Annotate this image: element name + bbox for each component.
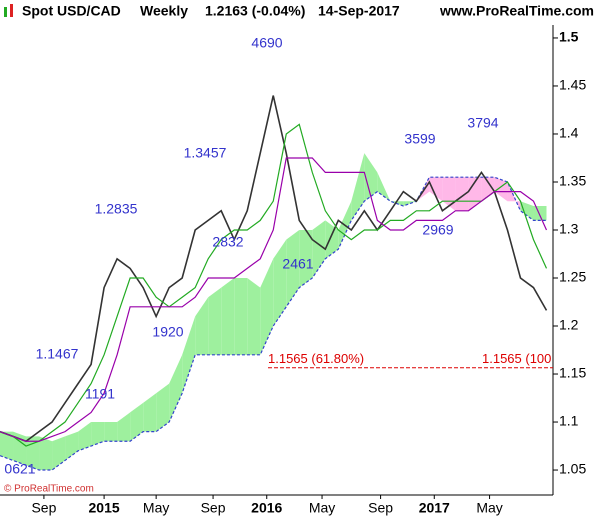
fib-label: 1.1565 (100 — [482, 351, 551, 366]
cloud-segment — [325, 220, 339, 259]
plot-area: 1.1565 (61.80%) 1.1565 (100 4690 1.3457 1.28… — [0, 35, 553, 477]
cloud-segment — [221, 278, 235, 355]
instrument: Spot USD/CAD — [22, 3, 121, 19]
y-tick-label: 1.3 — [559, 221, 579, 237]
y-tick-label: 1.45 — [559, 77, 586, 93]
y-tick-label: 1.05 — [559, 461, 586, 477]
cloud-segment — [156, 383, 170, 432]
cloud-segment — [429, 177, 443, 202]
y-tick-label: 1.25 — [559, 269, 586, 285]
cloud-segment — [494, 177, 508, 202]
annotation: 1191 — [85, 386, 115, 402]
x-tick-label: May — [476, 500, 502, 516]
date: 14-Sep-2017 — [318, 3, 400, 19]
cloud-segment — [247, 278, 261, 355]
annotation: 1920 — [152, 324, 183, 340]
cloud-segment — [208, 287, 222, 355]
cloud-segment — [91, 422, 105, 447]
annotation: 0621 — [4, 461, 35, 477]
x-tick-label: 2016 — [251, 500, 282, 516]
annotation: 1.3457 — [184, 145, 227, 161]
annotation: 3794 — [467, 115, 498, 131]
span-b-line — [0, 176, 547, 471]
annotation: 4690 — [251, 35, 282, 51]
cloud-segment — [143, 393, 157, 432]
indicator-line — [0, 157, 548, 442]
cloud-segment — [260, 258, 274, 355]
annotation: 1.2835 — [95, 201, 138, 217]
indicator-line — [0, 123, 548, 447]
cloud-segment — [299, 229, 313, 288]
y-tick-label: 1.15 — [559, 365, 586, 381]
annotation: 2832 — [212, 234, 243, 250]
candle-icon — [4, 7, 7, 17]
cloud-segment — [52, 436, 66, 471]
period: Weekly — [140, 3, 188, 19]
candle-icon — [10, 4, 13, 17]
x-tick-label: Sep — [31, 500, 56, 516]
cloud-segment — [273, 239, 287, 327]
annotation: 2969 — [422, 222, 453, 238]
annotation: 2461 — [282, 256, 313, 272]
site: www.ProRealTime.com — [439, 3, 594, 19]
cloud-segment — [442, 177, 456, 211]
cloud-segment — [455, 177, 469, 211]
cloud-segment — [364, 153, 378, 202]
cloud-segment — [130, 402, 144, 442]
x-tick-label: May — [309, 500, 335, 516]
footer: © ProRealTime.com — [4, 484, 94, 495]
x-tick-label: 2017 — [419, 500, 450, 516]
cloud-segment — [117, 412, 131, 442]
x-tick-label: Sep — [368, 500, 393, 516]
x-tick-label: May — [143, 500, 169, 516]
cloud-segment — [481, 177, 495, 202]
fib-label: 1.1565 (61.80%) — [268, 351, 364, 366]
cloud-segment — [195, 297, 209, 355]
cloud-segment — [0, 431, 14, 461]
cloud-segment — [39, 436, 53, 471]
x-tick-label: Sep — [201, 500, 226, 516]
cloud-segment — [520, 201, 534, 221]
header-bar — [0, 0, 600, 24]
cloud-segment — [169, 354, 183, 423]
x-tick-label: 2015 — [89, 500, 120, 516]
cloud-segment — [78, 422, 92, 451]
cloud-segment — [104, 422, 118, 442]
y-tick-label: 1.2 — [559, 317, 579, 333]
last-price: 1.2163 (-0.04%) — [205, 3, 305, 19]
annotation: 1.1467 — [36, 346, 79, 362]
cloud-segment — [312, 220, 326, 279]
cloud-segment — [377, 172, 391, 202]
cloud-segment — [234, 278, 248, 355]
y-tick-label: 1.1 — [559, 413, 579, 429]
y-tick-label: 1.35 — [559, 173, 586, 189]
annotation: 3599 — [404, 131, 435, 147]
cloud-segment — [286, 229, 300, 307]
cloud-segment — [351, 153, 365, 221]
cloud-segment — [182, 316, 196, 394]
cloud-segment — [533, 205, 547, 221]
y-tick-label: 1.4 — [559, 125, 579, 141]
y-tick-label: 1.5 — [559, 29, 579, 45]
